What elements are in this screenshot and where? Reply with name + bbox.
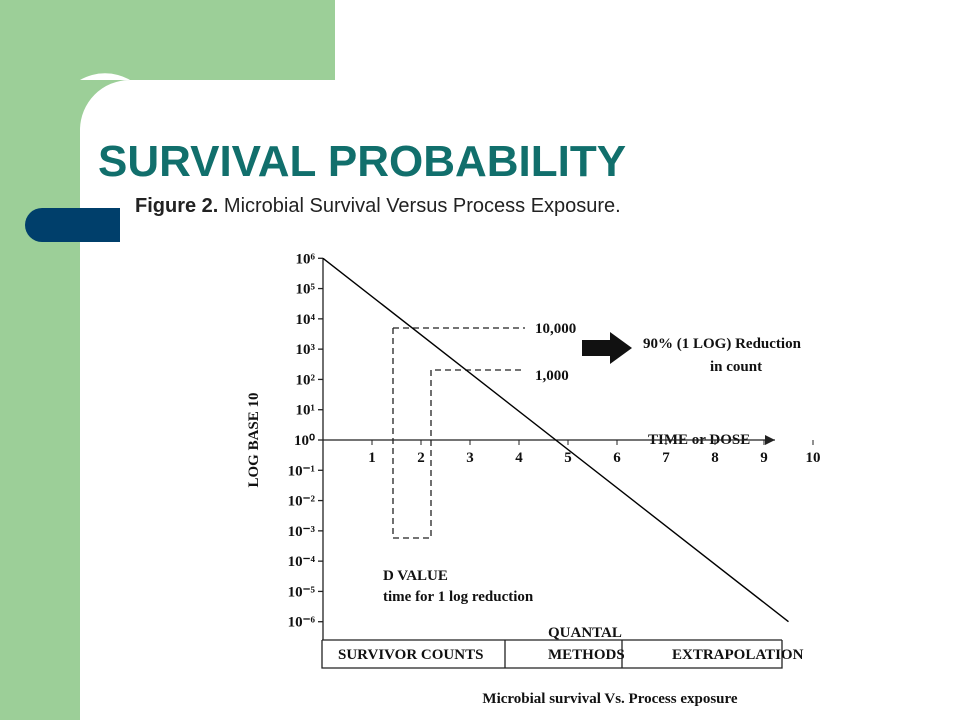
annotation: METHODS — [548, 647, 625, 663]
y-tick-label: 10⁻⁴ — [288, 554, 316, 570]
x-tick-label: 6 — [613, 450, 621, 466]
annotation: time for 1 log reduction — [383, 589, 534, 605]
annotation: 1,000 — [535, 368, 569, 384]
annotation: 10,000 — [535, 321, 576, 337]
corner — [80, 80, 130, 130]
slide-title: SURVIVAL PROBABILITY — [98, 137, 626, 186]
reduction-arrow — [582, 332, 632, 364]
survival-line — [322, 257, 789, 623]
top-band — [0, 0, 335, 80]
d-value-guide — [392, 327, 525, 539]
caption-label: Figure 2. — [135, 195, 218, 217]
x-axis-label: Microbial survival Vs. Process exposure — [482, 691, 737, 707]
x-tick-label: 5 — [564, 450, 572, 466]
y-tick-label: 10⁻³ — [288, 524, 316, 540]
x-tick-label: 9 — [760, 450, 768, 466]
side-band — [0, 0, 80, 720]
x-tick-label: 8 — [711, 450, 719, 466]
y-tick-label: 10⁶ — [296, 251, 316, 267]
y-tick-label: 10² — [296, 372, 316, 388]
y-tick-label: 10¹ — [296, 403, 316, 419]
y-tick-label: 10⁻⁵ — [288, 584, 316, 600]
annotation: in count — [710, 359, 762, 375]
y-axis-label: LOG BASE 10 — [246, 392, 262, 487]
annotation: QUANTAL — [548, 625, 622, 641]
y-tick-label: 10⁻¹ — [288, 463, 315, 479]
y-tick-label: 10⁰ — [294, 433, 315, 449]
y-tick-label: 10⁻² — [288, 494, 316, 510]
method-band — [321, 639, 783, 669]
x-axis-arrow — [765, 435, 775, 445]
annotation: D VALUE — [383, 568, 448, 584]
x-tick-label: 3 — [466, 450, 474, 466]
x-tick-label: 2 — [417, 450, 425, 466]
accent-pill-end — [70, 208, 120, 242]
x-tick-label: 1 — [368, 450, 376, 466]
y-tick-label: 10⁵ — [296, 282, 316, 298]
y-tick-label: 10⁻⁶ — [288, 615, 316, 631]
annotation: SURVIVOR COUNTS — [338, 647, 483, 663]
x-tick-label: 10 — [806, 450, 821, 466]
y-tick-label: 10³ — [296, 342, 316, 358]
corner-fill — [80, 73, 130, 80]
annotation: EXTRAPOLATION — [672, 647, 804, 663]
caption-text: Microbial Survival Versus Process Exposu… — [224, 195, 621, 217]
annotation: 90% (1 LOG) Reduction — [643, 336, 802, 352]
chart: LOG BASE 10 Microbial survival Vs. Proce… — [246, 251, 821, 707]
figure-caption: Figure 2. Microbial Survival Versus Proc… — [135, 195, 621, 217]
x-tick-label: 7 — [662, 450, 670, 466]
y-tick-label: 10⁴ — [296, 312, 316, 328]
x-tick-label: 4 — [515, 450, 523, 466]
